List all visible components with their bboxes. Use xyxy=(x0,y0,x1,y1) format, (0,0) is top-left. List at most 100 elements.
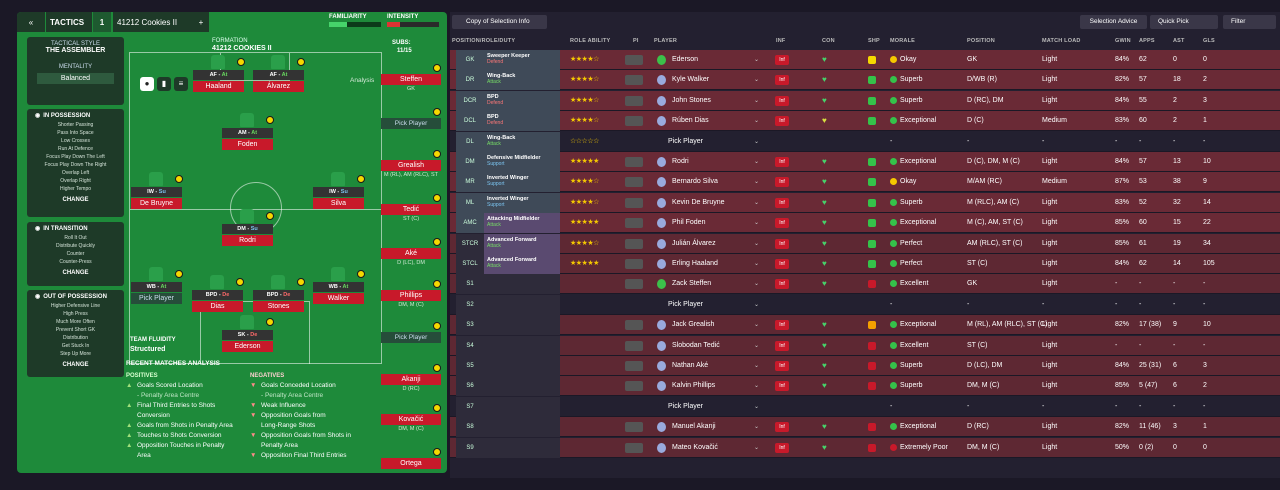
formation-name[interactable]: 41212 COOKIES II xyxy=(212,45,272,52)
table-row[interactable]: ML Inverted Winger Support ★★★★☆ Kevin De Br… xyxy=(450,192,1280,213)
pitch-role[interactable]: IW - Su xyxy=(313,187,364,197)
sub-player-name[interactable]: Pick Player xyxy=(381,332,441,343)
chevron-down-icon[interactable]: ⌄ xyxy=(754,424,760,431)
pitch-player-name[interactable]: Haaland xyxy=(193,81,244,92)
table-row[interactable]: S9 Mateo Kovačić ⌄ Inf ♥ Extremely Poor DM, M … xyxy=(450,437,1280,458)
player-instructions-button[interactable] xyxy=(625,238,643,249)
pitch-player-name[interactable]: Dias xyxy=(192,301,243,312)
player-name[interactable]: Pick Player xyxy=(668,300,704,308)
chevron-down-icon[interactable]: ⌄ xyxy=(754,301,760,308)
player-instructions-button[interactable] xyxy=(625,75,643,86)
table-row[interactable]: S1 Zack Steffen ⌄ Inf ♥ Excellent GK Light - - - - xyxy=(450,274,1280,295)
pitch-player-name[interactable]: Rodri xyxy=(222,235,273,246)
chevron-down-icon[interactable]: ⌄ xyxy=(754,363,760,369)
player-name[interactable]: Rúben Dias xyxy=(672,117,709,125)
player-name[interactable]: Julián Álvarez xyxy=(672,239,716,247)
row-role[interactable]: BPD Defend xyxy=(484,90,560,111)
player-name[interactable]: Zack Steffen xyxy=(672,280,712,288)
column-header[interactable]: PI xyxy=(633,38,639,44)
player-name[interactable]: Slobodan Tedić xyxy=(672,341,720,349)
player-instructions-button[interactable] xyxy=(625,381,643,392)
sub-player-name[interactable]: Akanji xyxy=(381,374,441,385)
player-instructions-button[interactable] xyxy=(625,157,643,167)
pitch-role[interactable]: WB - At xyxy=(313,282,364,292)
chevron-down-icon[interactable]: ⌄ xyxy=(754,444,760,451)
row-role[interactable] xyxy=(484,437,560,458)
player-instructions-button[interactable] xyxy=(625,259,643,269)
column-header[interactable]: INF xyxy=(776,38,786,44)
chevron-down-icon[interactable]: ⌄ xyxy=(754,77,760,84)
stats-view-icon[interactable]: ▮ xyxy=(157,77,171,91)
table-row[interactable]: AMC Attacking Midfielder Attack ★★★★★ Phil F… xyxy=(450,213,1280,234)
pitch-player-name[interactable]: Stones xyxy=(253,301,304,312)
row-role[interactable] xyxy=(484,274,560,295)
sub-slot[interactable]: Tedić ST (C) xyxy=(381,194,441,222)
sub-player-name[interactable]: Aké xyxy=(381,248,441,259)
copy-selection-dropdown[interactable]: Copy of Selection Info xyxy=(452,15,547,29)
player-name[interactable]: Mateo Kovačić xyxy=(672,443,718,451)
column-header[interactable]: MATCH LOAD xyxy=(1042,38,1081,44)
player-instructions-button[interactable] xyxy=(625,361,643,371)
tactic-dropdown[interactable]: 41212 Cookies II xyxy=(113,12,193,32)
mentality-dropdown[interactable]: Balanced xyxy=(37,73,114,84)
player-instructions-button[interactable] xyxy=(625,116,643,127)
player-instructions-button[interactable] xyxy=(625,55,643,65)
player-name[interactable]: Bernardo Silva xyxy=(672,178,718,186)
player-instructions-button[interactable] xyxy=(625,442,643,453)
chevron-down-icon[interactable]: ⌄ xyxy=(754,118,760,125)
table-row[interactable]: STCL Advanced Forward Attack ★★★★★ Erling Ha… xyxy=(450,254,1280,274)
player-instructions-button[interactable] xyxy=(625,320,643,331)
player-instructions-button[interactable] xyxy=(625,218,643,229)
chevron-down-icon[interactable]: ⌄ xyxy=(754,261,760,267)
player-instructions-button[interactable] xyxy=(625,197,643,208)
chevron-down-icon[interactable]: ⌄ xyxy=(754,159,760,165)
pitch-player-name[interactable]: Walker xyxy=(313,293,364,304)
table-row[interactable]: S5 Nathan Aké ⌄ Inf ♥ Superb D (LC), DM Light 84… xyxy=(450,356,1280,376)
table-row[interactable]: DL Wing-Back Attack ☆☆☆☆☆ Pick Player ⌄ - - - - - -… xyxy=(450,131,1280,152)
table-row[interactable]: GK Sweeper Keeper Defend ★★★★☆ Ederson ⌄ Inf ♥ O… xyxy=(450,50,1280,70)
row-role[interactable] xyxy=(484,417,560,438)
player-name[interactable]: Manuel Akanji xyxy=(672,423,716,431)
pitch-role[interactable]: AF - At xyxy=(253,70,304,80)
player-name[interactable]: John Stones xyxy=(672,96,711,104)
row-role[interactable]: Inverted Winger Support xyxy=(484,172,560,193)
sub-player-name[interactable]: Steffen xyxy=(381,74,441,85)
row-role[interactable]: Sweeper Keeper Defend xyxy=(484,50,560,70)
pitch-player-name[interactable]: De Bruyne xyxy=(131,198,182,209)
table-row[interactable]: S6 Kalvin Phillips ⌄ Inf ♥ Superb DM, M (C) Lig… xyxy=(450,376,1280,397)
pitch-role[interactable]: IW - Su xyxy=(131,187,182,197)
table-row[interactable]: S2 Pick Player ⌄ - - - - - - - xyxy=(450,294,1280,315)
sub-player-name[interactable]: Ortega xyxy=(381,458,441,469)
player-instructions-button[interactable] xyxy=(625,340,643,351)
row-role[interactable] xyxy=(484,396,560,417)
table-row[interactable]: S3 Jack Grealish ⌄ Inf ♥ Exceptional M (RL), A… xyxy=(450,315,1280,336)
column-header[interactable]: GLS xyxy=(1203,38,1215,44)
chevron-down-icon[interactable]: ⌄ xyxy=(754,57,760,63)
pitch-player-name[interactable]: Silva xyxy=(313,198,364,209)
filter-button[interactable]: Filter xyxy=(1223,15,1276,29)
row-role[interactable]: BPD Defend xyxy=(484,111,560,132)
player-name[interactable]: Pick Player xyxy=(668,402,704,410)
sub-player-name[interactable]: Pick Player xyxy=(381,118,441,129)
quick-pick-button[interactable]: Quick Pick xyxy=(1150,15,1218,29)
pitch-player-name[interactable]: Álvarez xyxy=(253,81,304,92)
table-row[interactable]: S4 Slobodan Tedić ⌄ Inf ♥ Excellent ST (C) Ligh… xyxy=(450,335,1280,356)
chevron-down-icon[interactable]: ⌄ xyxy=(754,199,760,206)
player-name[interactable]: Phil Foden xyxy=(672,219,706,227)
analysis-toggle[interactable]: Analysis xyxy=(350,77,375,84)
sub-slot[interactable]: Ortega xyxy=(381,448,441,469)
chevron-down-icon[interactable]: ⌄ xyxy=(754,383,760,390)
sub-slot[interactable]: Kovačić DM, M (C) xyxy=(381,404,441,432)
pitch-player-name[interactable]: Ederson xyxy=(222,341,273,352)
sub-slot[interactable]: Phillips DM, M (C) xyxy=(381,280,441,308)
table-row[interactable]: S8 Manuel Akanji ⌄ Inf ♥ Exceptional D (RC) Lig… xyxy=(450,417,1280,438)
row-role[interactable] xyxy=(484,335,560,356)
sub-player-name[interactable]: Kovačić xyxy=(381,414,441,425)
pitch-role[interactable]: DM - Su xyxy=(222,224,273,234)
row-role[interactable]: Wing-Back Attack xyxy=(484,70,560,91)
change-possession-button[interactable]: CHANGE xyxy=(62,197,89,203)
row-role[interactable] xyxy=(484,356,560,376)
player-name[interactable]: Nathan Aké xyxy=(672,362,709,369)
sub-slot[interactable]: Steffen GK xyxy=(381,64,441,92)
sub-slot[interactable]: Aké D (LC), DM xyxy=(381,238,441,266)
